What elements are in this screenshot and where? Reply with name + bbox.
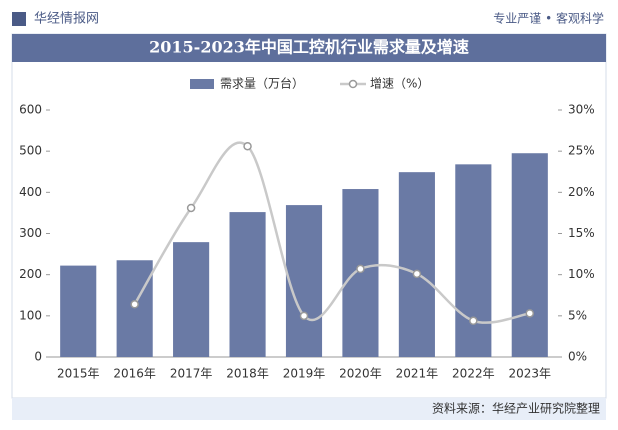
y2-tick-label: 0% [568,350,587,364]
y2-tick-label: 10% [568,267,595,281]
point [243,141,252,151]
x-tick-label: 2019年 [283,367,326,381]
legend-swatch [348,79,358,89]
x-tick-label: 2018年 [226,367,269,381]
point [469,316,478,326]
y-tick-label: 600 [19,103,42,117]
title-bar [12,34,606,62]
y-tick-label: 100 [19,308,42,322]
y2-tick-label: 20% [568,185,595,199]
y-tick-label: 0 [34,350,42,364]
x-tick-label: 2015年 [57,367,100,381]
y-tick-label: 500 [19,144,42,158]
y2-tick-label: 5% [568,308,587,322]
x-tick-label: 2023年 [509,367,552,381]
footer-bar [12,398,606,420]
x-tick-label: 2016年 [113,367,156,381]
logo: 华经情报网 [34,12,99,27]
y-tick-label: 300 [19,226,42,240]
legend-swatch [190,79,214,89]
bar [229,212,266,357]
legend-label: 需求量（万台） [220,76,304,91]
y2-tick-label: 15% [568,226,595,240]
x-tick-label: 2020年 [339,367,382,381]
logo-icon [12,12,26,26]
y-tick-label: 200 [19,267,42,281]
slogan: 专业严谨 • 客观科学 [493,11,604,26]
point [186,203,196,213]
bar [398,172,435,357]
bar [173,242,210,357]
legend-label: 增速（%） [370,77,429,91]
point [130,300,139,309]
bar [285,205,323,357]
y2-tick-label: 30% [568,103,595,117]
x-tick-label: 2021年 [396,367,439,381]
x-tick-label: 2022年 [452,367,495,381]
bar [116,260,153,357]
y-tick-label: 400 [19,185,42,199]
source: 资料来源：华经产业研究院整理 [432,401,600,416]
point [299,311,309,321]
x-tick-label: 2017年 [170,367,213,381]
point [525,309,535,318]
chart-title: 2015-2023年中国工控机行业需求量及增速 [149,38,469,57]
bar [60,265,97,357]
point [356,264,365,274]
point [412,269,422,279]
y2-tick-label: 25% [568,144,595,158]
bar [511,153,548,357]
bar [455,164,492,357]
